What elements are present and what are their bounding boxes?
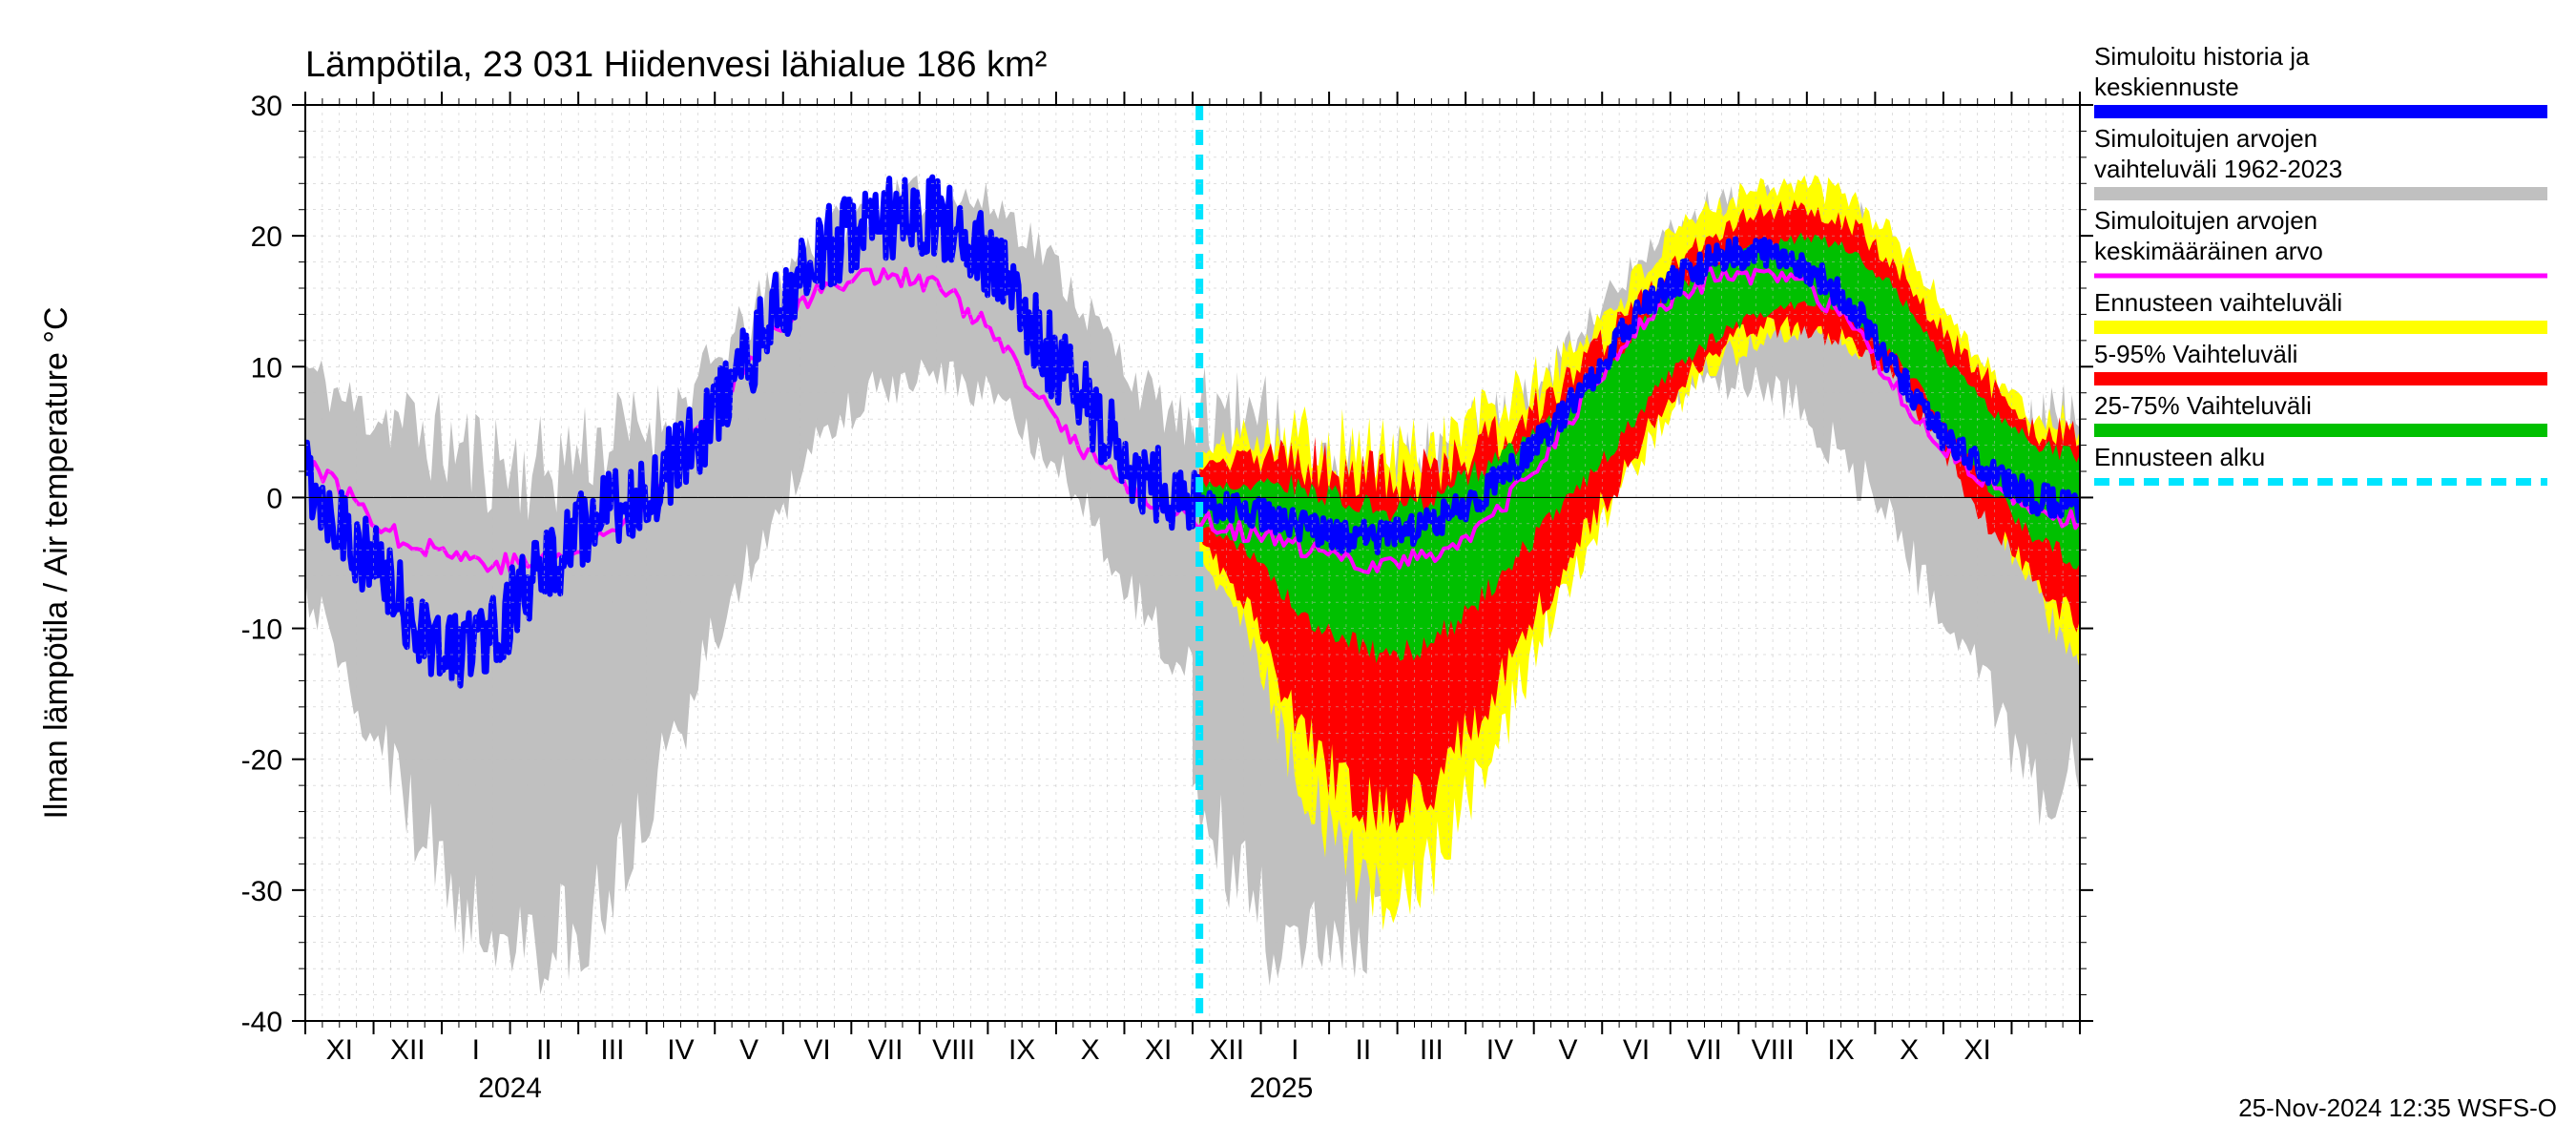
x-month-label: III: [600, 1034, 624, 1066]
y-tick-label: -40: [241, 1007, 282, 1038]
x-month-label: V: [1558, 1034, 1577, 1066]
x-month-label: XII: [390, 1034, 426, 1066]
legend-swatch: [2094, 321, 2547, 334]
y-tick-label: -30: [241, 876, 282, 907]
legend-label: Ennusteen alku: [2094, 443, 2265, 471]
y-tick-label: 0: [266, 483, 282, 514]
legend-label: Simuloitu historia ja: [2094, 42, 2310, 71]
chart-title: Lämpötila, 23 031 Hiidenvesi lähialue 18…: [305, 45, 1047, 85]
legend-label: 5-95% Vaihteluväli: [2094, 340, 2297, 368]
x-month-label: XII: [1209, 1034, 1244, 1066]
legend-swatch: [2094, 187, 2547, 200]
legend-label: Simuloitujen arvojen: [2094, 206, 2317, 235]
legend-swatch: [2094, 424, 2547, 437]
legend-label: Ennusteen vaihteluväli: [2094, 288, 2342, 317]
x-month-label: IV: [1486, 1034, 1513, 1066]
y-tick-label: 20: [251, 221, 282, 253]
x-month-label: XI: [1145, 1034, 1172, 1066]
x-month-label: IX: [1827, 1034, 1854, 1066]
legend-label: Simuloitujen arvojen: [2094, 124, 2317, 153]
x-month-label: V: [739, 1034, 758, 1066]
x-month-label: II: [536, 1034, 552, 1066]
legend-swatch: [2094, 372, 2547, 385]
x-month-label: II: [1356, 1034, 1372, 1066]
x-month-label: III: [1420, 1034, 1444, 1066]
x-year-label: 2024: [478, 1072, 542, 1104]
x-month-label: I: [1291, 1034, 1298, 1066]
x-month-label: VI: [803, 1034, 830, 1066]
x-month-label: VIII: [932, 1034, 975, 1066]
x-month-label: X: [1081, 1034, 1100, 1066]
legend-label: 25-75% Vaihteluväli: [2094, 391, 2312, 420]
x-month-label: XI: [1964, 1034, 1991, 1066]
x-month-label: IV: [667, 1034, 694, 1066]
x-year-label: 2025: [1250, 1072, 1314, 1104]
y-axis-label: Ilman lämpötila / Air temperature °C: [38, 306, 74, 819]
x-month-label: VI: [1623, 1034, 1650, 1066]
legend-swatch: [2094, 105, 2547, 118]
legend-label: vaihteluväli 1962-2023: [2094, 155, 2342, 183]
legend-label: keskiennuste: [2094, 73, 2239, 101]
x-month-label: XI: [326, 1034, 353, 1066]
y-tick-label: 10: [251, 352, 282, 384]
x-month-label: VII: [868, 1034, 904, 1066]
legend-label: keskimääräinen arvo: [2094, 237, 2323, 265]
x-month-label: I: [472, 1034, 480, 1066]
y-tick-label: 30: [251, 91, 282, 122]
y-tick-label: -20: [241, 745, 282, 777]
footer-timestamp: 25-Nov-2024 12:35 WSFS-O: [2238, 1093, 2557, 1122]
y-tick-label: -10: [241, 614, 282, 646]
x-month-label: VIII: [1752, 1034, 1795, 1066]
x-month-label: X: [1900, 1034, 1919, 1066]
x-month-label: VII: [1687, 1034, 1722, 1066]
x-month-label: IX: [1008, 1034, 1035, 1066]
